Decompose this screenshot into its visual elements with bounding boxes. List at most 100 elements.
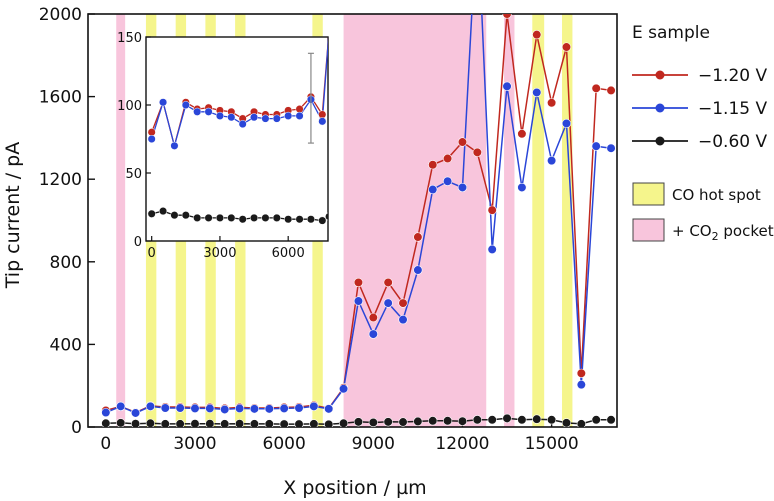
data-point bbox=[190, 419, 200, 427]
inset-data-point bbox=[272, 213, 281, 222]
data-point bbox=[279, 419, 289, 427]
data-point bbox=[324, 404, 334, 414]
data-point bbox=[413, 416, 423, 427]
inset-data-point bbox=[261, 114, 270, 123]
data-point bbox=[234, 403, 245, 414]
data-point bbox=[116, 401, 126, 411]
data-point bbox=[517, 415, 527, 425]
legend-label: −0.60 V bbox=[698, 132, 767, 152]
inset-data-point bbox=[238, 215, 247, 224]
inset-data-point bbox=[227, 113, 236, 122]
data-point bbox=[383, 417, 393, 427]
data-point bbox=[398, 298, 408, 308]
data-point bbox=[428, 184, 438, 195]
data-point bbox=[175, 419, 185, 427]
inset-data-point bbox=[306, 215, 315, 224]
data-point bbox=[145, 401, 156, 411]
inset-data-point bbox=[147, 128, 156, 137]
inset-data-point bbox=[227, 213, 236, 222]
data-point bbox=[413, 265, 423, 275]
data-point bbox=[116, 418, 126, 427]
data-point bbox=[443, 176, 453, 186]
y-tick-label: 0 bbox=[71, 418, 82, 438]
legend-label: −1.15 V bbox=[698, 99, 767, 119]
data-point bbox=[145, 418, 156, 427]
legend-co2-sub: 2 bbox=[712, 230, 719, 243]
x-tick-label: 3000 bbox=[173, 434, 216, 454]
y-tick-label: 800 bbox=[50, 253, 82, 273]
data-point bbox=[413, 232, 423, 242]
data-point bbox=[368, 312, 378, 323]
data-point bbox=[561, 118, 572, 129]
main-axes: 0 400 800 1200 1600 2000 0 3000 6000 9000 12000 150… bbox=[39, 5, 618, 454]
data-point bbox=[443, 416, 453, 426]
data-point bbox=[457, 137, 468, 147]
inset-y-tick-label: 150 bbox=[117, 31, 142, 46]
data-point bbox=[561, 418, 572, 427]
data-point bbox=[353, 296, 364, 306]
data-point bbox=[130, 408, 141, 418]
inset-data-point bbox=[170, 211, 179, 220]
data-point bbox=[591, 415, 601, 425]
data-point bbox=[353, 277, 364, 288]
plot-frame bbox=[87, 13, 618, 428]
y-tick-label: 2000 bbox=[39, 5, 82, 25]
inset-y-tick-label: 0 bbox=[134, 235, 142, 250]
inset-data-point bbox=[284, 111, 293, 120]
data-point bbox=[309, 419, 319, 427]
x-tick-label: 6000 bbox=[263, 434, 306, 454]
inset-data-point bbox=[170, 141, 179, 150]
inset-data-point bbox=[250, 113, 259, 122]
data-point bbox=[502, 81, 512, 91]
data-point bbox=[517, 182, 527, 193]
data-point bbox=[487, 415, 497, 425]
co-hot-spot-region bbox=[532, 14, 545, 427]
legend-co2-pre: + CO bbox=[672, 222, 712, 240]
data-point bbox=[383, 277, 393, 288]
data-point bbox=[160, 403, 170, 413]
data-point bbox=[368, 417, 378, 427]
data-point bbox=[547, 98, 557, 108]
inset-data-point bbox=[295, 111, 304, 120]
legend-co2-swatch bbox=[632, 218, 665, 242]
inset-data-point bbox=[261, 213, 270, 222]
inset-y-tick-label: 100 bbox=[117, 99, 142, 114]
data-point bbox=[517, 129, 527, 139]
legend-co-swatch bbox=[632, 182, 665, 206]
data-point bbox=[309, 401, 319, 411]
data-point bbox=[264, 419, 274, 427]
legend-label: −1.20 V bbox=[698, 66, 767, 86]
data-point bbox=[130, 419, 141, 427]
legend-marker bbox=[655, 103, 665, 113]
data-point bbox=[428, 416, 438, 426]
data-point bbox=[443, 153, 453, 164]
inset-data-point bbox=[325, 212, 328, 221]
inset-y-tick-label: 50 bbox=[125, 167, 142, 182]
y-axis-label: Tip current / pA bbox=[2, 142, 24, 289]
inset-data-point bbox=[318, 110, 327, 119]
inset-data-point bbox=[147, 209, 156, 218]
data-point bbox=[502, 14, 512, 19]
data-point bbox=[160, 419, 170, 427]
inset-data-point bbox=[181, 211, 190, 220]
data-point bbox=[606, 143, 616, 153]
data-point bbox=[398, 315, 408, 325]
data-point bbox=[532, 30, 542, 40]
inset-data-point bbox=[159, 98, 168, 107]
inset-data-point bbox=[318, 216, 327, 225]
data-point bbox=[591, 141, 601, 151]
data-point bbox=[428, 160, 438, 170]
data-point bbox=[457, 416, 468, 426]
inset-data-point bbox=[215, 213, 224, 222]
y-tick-label: 1600 bbox=[39, 88, 82, 108]
data-point bbox=[487, 205, 497, 215]
data-point bbox=[338, 418, 349, 427]
legend-marker bbox=[655, 70, 665, 80]
data-point bbox=[220, 404, 230, 415]
data-point bbox=[472, 415, 482, 425]
inset-data-point bbox=[238, 119, 247, 129]
inset-data-point bbox=[181, 100, 190, 110]
data-point bbox=[398, 417, 408, 427]
x-tick-label: 9000 bbox=[352, 434, 395, 454]
data-point bbox=[368, 329, 378, 339]
